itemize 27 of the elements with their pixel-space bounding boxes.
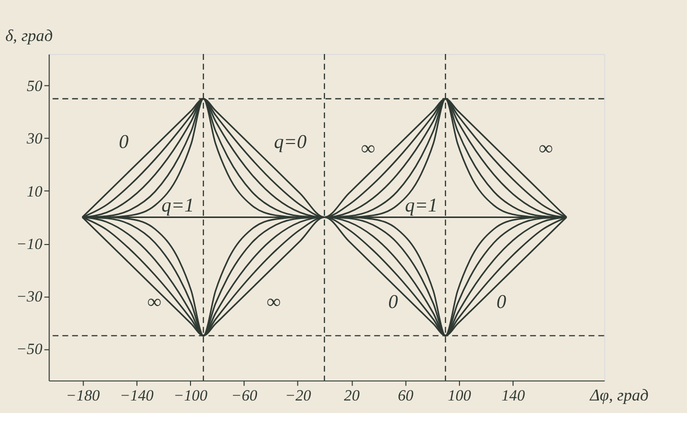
y-tick-label: −10 — [16, 236, 43, 253]
x-tick-label: 100 — [448, 387, 472, 404]
annotation: ∞ — [266, 292, 281, 313]
annotation: ∞ — [147, 292, 162, 313]
y-tick-label: 50 — [26, 78, 43, 95]
y-tick-label: 30 — [26, 130, 43, 148]
annotation: q=1 — [162, 195, 194, 216]
x-tick-label: 140 — [502, 387, 526, 404]
y-axis-title: δ, град — [5, 26, 53, 45]
y-tick-label: −30 — [16, 288, 43, 306]
x-tick-label: −100 — [173, 387, 208, 404]
x-tick-label: −20 — [284, 387, 312, 404]
annotation: q=0 — [274, 132, 307, 153]
x-tick-label: −180 — [66, 387, 100, 404]
y-tick-label: 10 — [26, 183, 43, 200]
annotation: 0 — [496, 292, 507, 313]
annotation: ∞ — [361, 138, 376, 160]
x-tick-label: 20 — [344, 387, 360, 404]
x-tick-label: −60 — [231, 387, 258, 404]
y-tick-label: −50 — [16, 341, 43, 358]
annotation: q=1 — [404, 195, 438, 216]
annotation: ∞ — [538, 138, 553, 160]
annotation: 0 — [118, 132, 129, 153]
annotation: 0 — [388, 292, 398, 313]
x-axis-title: Δφ, град — [588, 385, 649, 404]
x-tick-label: 60 — [398, 387, 414, 404]
x-tick-label: −140 — [120, 387, 154, 404]
